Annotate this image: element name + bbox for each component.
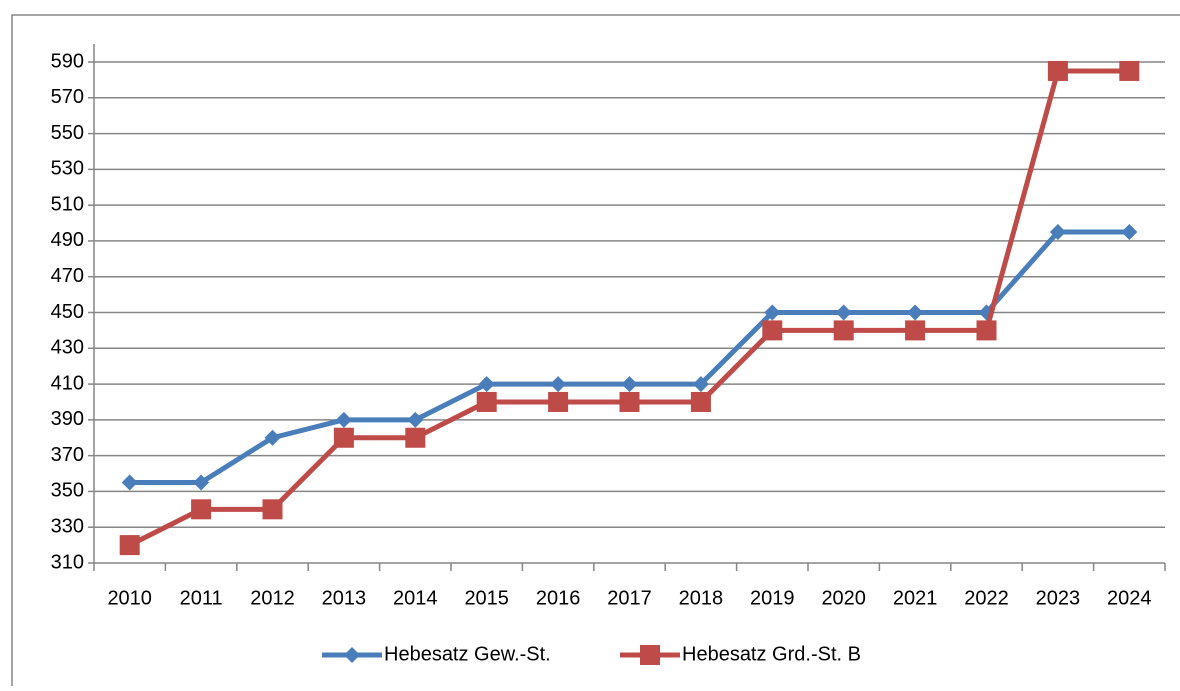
x-tick-label: 2011 — [180, 587, 223, 609]
y-tick-label: 510 — [51, 193, 84, 215]
data-point — [692, 376, 709, 393]
data-point — [762, 320, 783, 341]
chart-frame — [11, 14, 1180, 691]
series-line — [128, 68, 1130, 548]
data-point — [905, 320, 926, 341]
data-point — [1047, 60, 1068, 81]
x-tick-label: 2023 — [1036, 587, 1081, 609]
x-tick-label: 2021 — [893, 587, 938, 609]
data-point — [976, 320, 997, 341]
legend-label: Hebesatz Grd.-St. B — [682, 643, 861, 665]
legend-marker — [640, 645, 660, 665]
y-tick-label: 490 — [51, 229, 84, 251]
y-tick-label: 350 — [51, 480, 84, 502]
data-point — [405, 427, 426, 448]
data-point — [1121, 223, 1138, 240]
data-point — [548, 391, 569, 412]
y-tick-label: 590 — [51, 50, 84, 72]
y-tick-label: 450 — [51, 301, 84, 323]
data-point — [193, 474, 210, 491]
data-point — [833, 320, 854, 341]
data-point — [407, 411, 424, 428]
data-point — [621, 376, 638, 393]
data-point — [1119, 60, 1140, 81]
data-point — [619, 391, 640, 412]
data-point — [333, 427, 354, 448]
data-point — [835, 304, 852, 321]
y-tick-label: 410 — [51, 372, 84, 394]
legend-label: Hebesatz Gew.-St. — [384, 643, 551, 665]
y-tick-label: 470 — [51, 265, 84, 287]
data-point — [335, 411, 352, 428]
data-point — [191, 499, 212, 520]
y-tick-label: 370 — [51, 444, 84, 466]
y-tick-label: 550 — [51, 122, 84, 144]
x-tick-label: 2013 — [322, 587, 367, 609]
series-line — [129, 229, 1130, 485]
y-tick-label: 310 — [51, 551, 84, 573]
x-tick-label: 2024 — [1107, 587, 1152, 609]
legend-marker — [344, 647, 360, 663]
x-tick-label: 2019 — [750, 587, 795, 609]
data-point — [907, 304, 924, 321]
data-point — [478, 376, 495, 393]
x-tick-label: 2012 — [250, 587, 295, 609]
data-point — [264, 429, 281, 446]
data-point — [119, 535, 140, 556]
y-tick-label: 330 — [51, 515, 84, 537]
y-tick-label: 530 — [51, 158, 84, 180]
data-point — [121, 474, 138, 491]
x-tick-label: 2022 — [964, 587, 1009, 609]
data-point — [764, 304, 781, 321]
y-tick-label: 430 — [51, 337, 84, 359]
data-point — [1049, 223, 1066, 240]
x-tick-label: 2020 — [821, 587, 866, 609]
x-tick-label: 2016 — [536, 587, 581, 609]
data-point — [476, 391, 497, 412]
x-tick-label: 2014 — [393, 587, 438, 609]
x-tick-label: 2015 — [464, 587, 509, 609]
data-point — [690, 391, 711, 412]
y-tick-label: 390 — [51, 408, 84, 430]
x-tick-label: 2017 — [607, 587, 652, 609]
data-point — [550, 376, 567, 393]
data-point — [262, 499, 283, 520]
x-tick-label: 2018 — [679, 587, 724, 609]
y-tick-label: 570 — [51, 86, 84, 108]
x-tick-label: 2010 — [107, 587, 152, 609]
